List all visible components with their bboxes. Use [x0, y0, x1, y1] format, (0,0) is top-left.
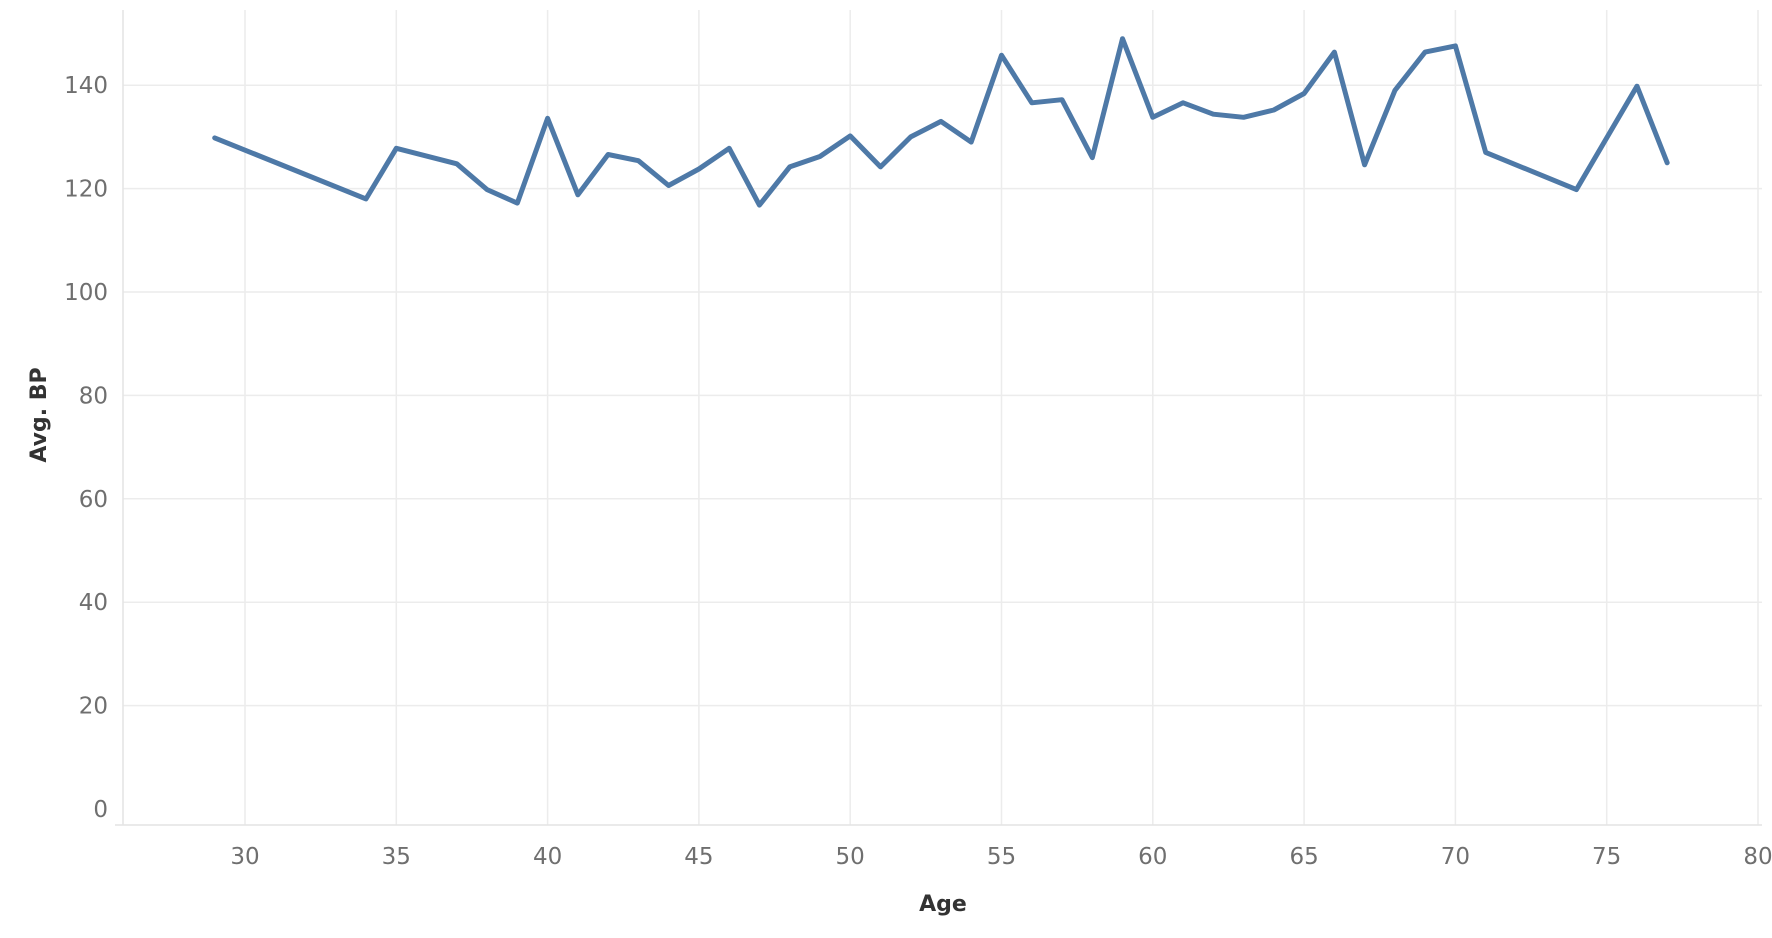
y-tick-label: 20	[79, 694, 108, 720]
x-tick-label: 70	[1441, 844, 1470, 870]
y-tick-label: 140	[64, 73, 108, 99]
y-tick-labels: 0 20 40 60 80 100 120 140	[64, 73, 108, 823]
x-axis-title: Age	[919, 892, 967, 917]
y-tick-label: 0	[93, 797, 108, 823]
x-tick-label: 60	[1138, 844, 1167, 870]
y-tick-label: 40	[79, 590, 108, 616]
x-tick-label: 50	[836, 844, 865, 870]
x-tick-labels: 30 35 40 45 50 55 60 65 70 75 80	[230, 844, 1772, 870]
y-axis-title: Avg. BP	[27, 367, 52, 462]
x-tick-label: 55	[987, 844, 1016, 870]
x-tick-label: 40	[533, 844, 562, 870]
y-tick-label: 120	[64, 177, 108, 203]
x-tick-label: 45	[684, 844, 713, 870]
series-line	[212, 36, 1670, 208]
y-tick-label: 60	[79, 487, 108, 513]
series-layer	[212, 36, 1670, 208]
axes	[115, 10, 1762, 826]
y-tick-label: 80	[79, 383, 108, 409]
x-tick-label: 75	[1592, 844, 1621, 870]
x-tick-label: 65	[1289, 844, 1318, 870]
y-tick-label: 100	[64, 280, 108, 306]
x-gridlines	[244, 10, 1759, 825]
x-tick-label: 35	[382, 844, 411, 870]
x-tick-label: 30	[230, 844, 259, 870]
x-tick-label: 80	[1743, 844, 1772, 870]
y-gridlines	[123, 84, 1762, 707]
